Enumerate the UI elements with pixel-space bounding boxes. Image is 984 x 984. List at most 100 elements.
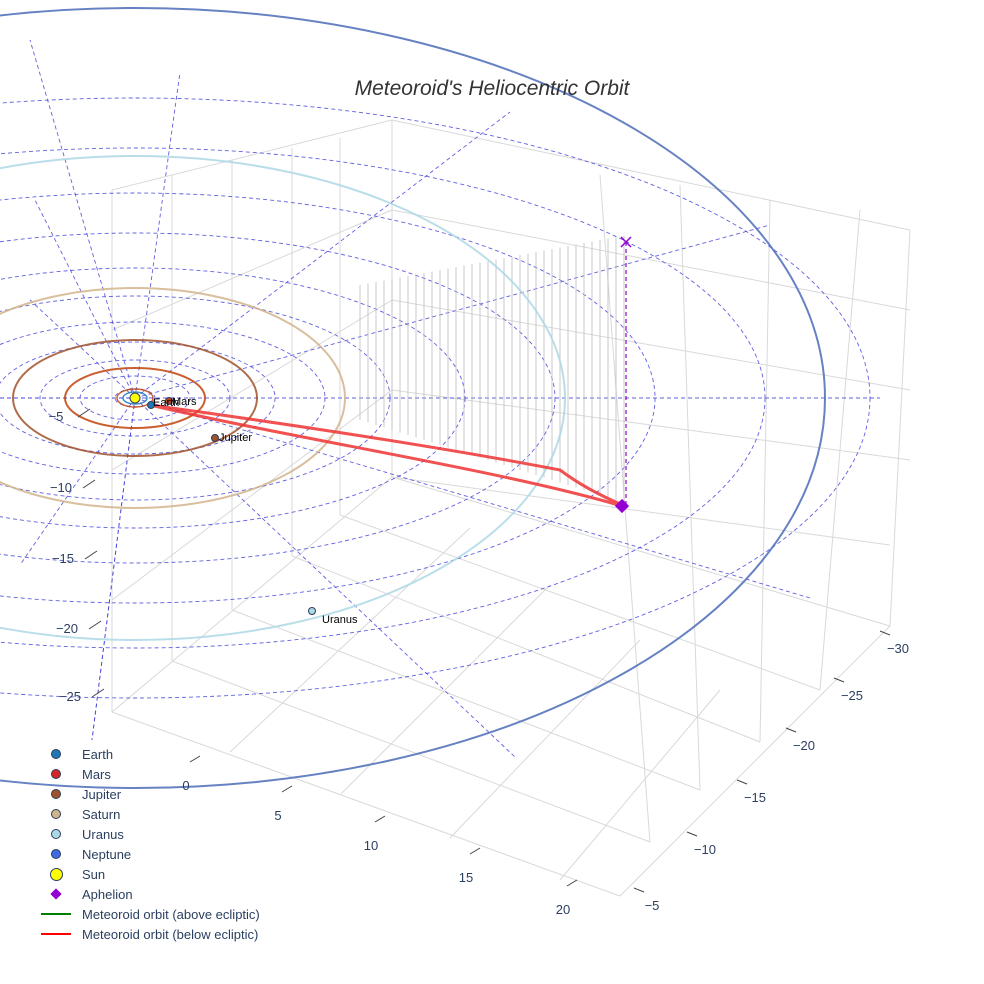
uranus-orbit: [0, 155, 566, 641]
legend-item[interactable]: Saturn: [36, 804, 260, 824]
ecliptic-spoke: [19, 397, 136, 566]
y-tick-mark: [736, 779, 748, 785]
legend-label: Sun: [82, 866, 106, 882]
wall-gridline: [391, 389, 911, 461]
y-tick-mark: [686, 831, 698, 837]
planet-label: Mars: [172, 396, 197, 408]
legend-label: Aphelion: [82, 886, 133, 902]
y-tick-mark: [633, 887, 645, 893]
earth-marker: [147, 401, 155, 409]
ecliptic-spoke: [29, 39, 136, 399]
legend-symbol: [36, 849, 76, 859]
y-tick-label: −25: [841, 688, 863, 703]
legend-item[interactable]: Jupiter: [36, 784, 260, 804]
z-tick-mark: [77, 408, 91, 418]
y-tick-label: −5: [645, 898, 660, 913]
legend-symbol: [36, 749, 76, 759]
legend-label: Uranus: [82, 826, 124, 842]
sun-marker: [129, 392, 141, 404]
legend-symbol: [36, 829, 76, 839]
legend-line-swatch: [41, 933, 71, 935]
x-tick-mark: [469, 847, 481, 855]
legend-item[interactable]: Meteoroid orbit (above ecliptic): [36, 904, 260, 924]
legend-marker-swatch: [51, 769, 61, 779]
aphelion-marker: [614, 498, 630, 514]
legend-marker-swatch: [51, 849, 61, 859]
floor-gridline: [449, 639, 641, 839]
legend-item[interactable]: Neptune: [36, 844, 260, 864]
wall-gridline: [111, 119, 393, 191]
legend-item[interactable]: Uranus: [36, 824, 260, 844]
planet-label: Uranus: [322, 614, 358, 626]
ecliptic-spoke: [91, 397, 136, 741]
wall-gridline: [111, 209, 393, 331]
legend-symbol: [36, 933, 76, 935]
floor-gridline: [231, 609, 701, 791]
legend-symbol: [36, 769, 76, 779]
earth-orbit: [122, 391, 148, 405]
legend-item[interactable]: Aphelion: [36, 884, 260, 904]
legend-item[interactable]: Meteoroid orbit (below ecliptic): [36, 924, 260, 944]
wall-gridline: [111, 299, 393, 471]
legend-symbol: [36, 888, 76, 900]
x-tick-mark: [189, 755, 201, 763]
planet-orbits: [0, 7, 826, 789]
ecliptic-spoke: [134, 224, 771, 399]
y-tick-mark: [785, 727, 797, 733]
x-tick-mark: [374, 815, 386, 823]
x-tick-mark: [566, 879, 578, 887]
z-drop-lines: [359, 235, 627, 506]
legend-marker-swatch: [51, 809, 61, 819]
ecliptic-spoke: [134, 397, 516, 758]
ecliptic-spoke: [29, 299, 136, 399]
legend-item[interactable]: Mars: [36, 764, 260, 784]
y-tick-label: −15: [744, 790, 766, 805]
neptune-orbit: [0, 7, 826, 789]
wall-gridline: [111, 389, 393, 601]
tick-labels: EarthMarsJupiterUranus05101520−30−25−20−…: [49, 396, 909, 917]
z-tick-label: −15: [52, 551, 74, 566]
legend-label: Earth: [82, 746, 114, 762]
ecliptic-spoke: [134, 111, 511, 399]
y-tick-label: −10: [694, 842, 716, 857]
legend-marker-swatch: [51, 829, 61, 839]
z-tick-label: −5: [49, 409, 64, 424]
x-tick-mark: [281, 785, 293, 793]
legend-symbol: [36, 809, 76, 819]
planet-label: Earth: [153, 397, 179, 409]
wall-gridline: [889, 229, 911, 627]
wall-gridline: [391, 119, 911, 231]
legend-marker-swatch: [51, 749, 61, 759]
legend-marker-swatch: [50, 888, 62, 900]
z-tick-mark: [84, 550, 98, 560]
legend-item[interactable]: Earth: [36, 744, 260, 764]
y-tick-mark: [879, 630, 891, 636]
legend: Earth Mars Jupiter Saturn Uranus Neptune Sun Ap…: [36, 744, 260, 944]
legend-symbol: [36, 789, 76, 799]
floor-gridline: [111, 476, 393, 713]
y-tick-label: −30: [887, 641, 909, 656]
z-tick-mark: [91, 688, 105, 698]
x-tick-label: 5: [274, 808, 281, 823]
legend-marker-swatch: [51, 789, 61, 799]
floor-gridline: [339, 584, 551, 796]
markers: [129, 236, 632, 615]
uranus-marker: [308, 607, 316, 615]
floor-gridline: [229, 527, 471, 753]
planet-label: Jupiter: [219, 432, 252, 444]
floor-gridline: [619, 625, 891, 897]
jupiter-marker: [211, 434, 219, 442]
jupiter-orbit: [12, 339, 258, 457]
legend-label: Neptune: [82, 846, 132, 862]
legend-label: Meteoroid orbit (below ecliptic): [82, 926, 259, 942]
legend-symbol: [36, 867, 76, 881]
z-tick-label: −20: [56, 621, 78, 636]
y-tick-label: −20: [793, 738, 815, 753]
z-tick-label: −25: [59, 689, 81, 704]
meteoroid-orbit: [149, 403, 628, 509]
x-tick-label: 0: [182, 778, 189, 793]
legend-label: Meteoroid orbit (above ecliptic): [82, 906, 260, 922]
legend-item[interactable]: Sun: [36, 864, 260, 884]
wall-gridline: [391, 476, 891, 546]
ecliptic-spoke: [134, 397, 811, 599]
